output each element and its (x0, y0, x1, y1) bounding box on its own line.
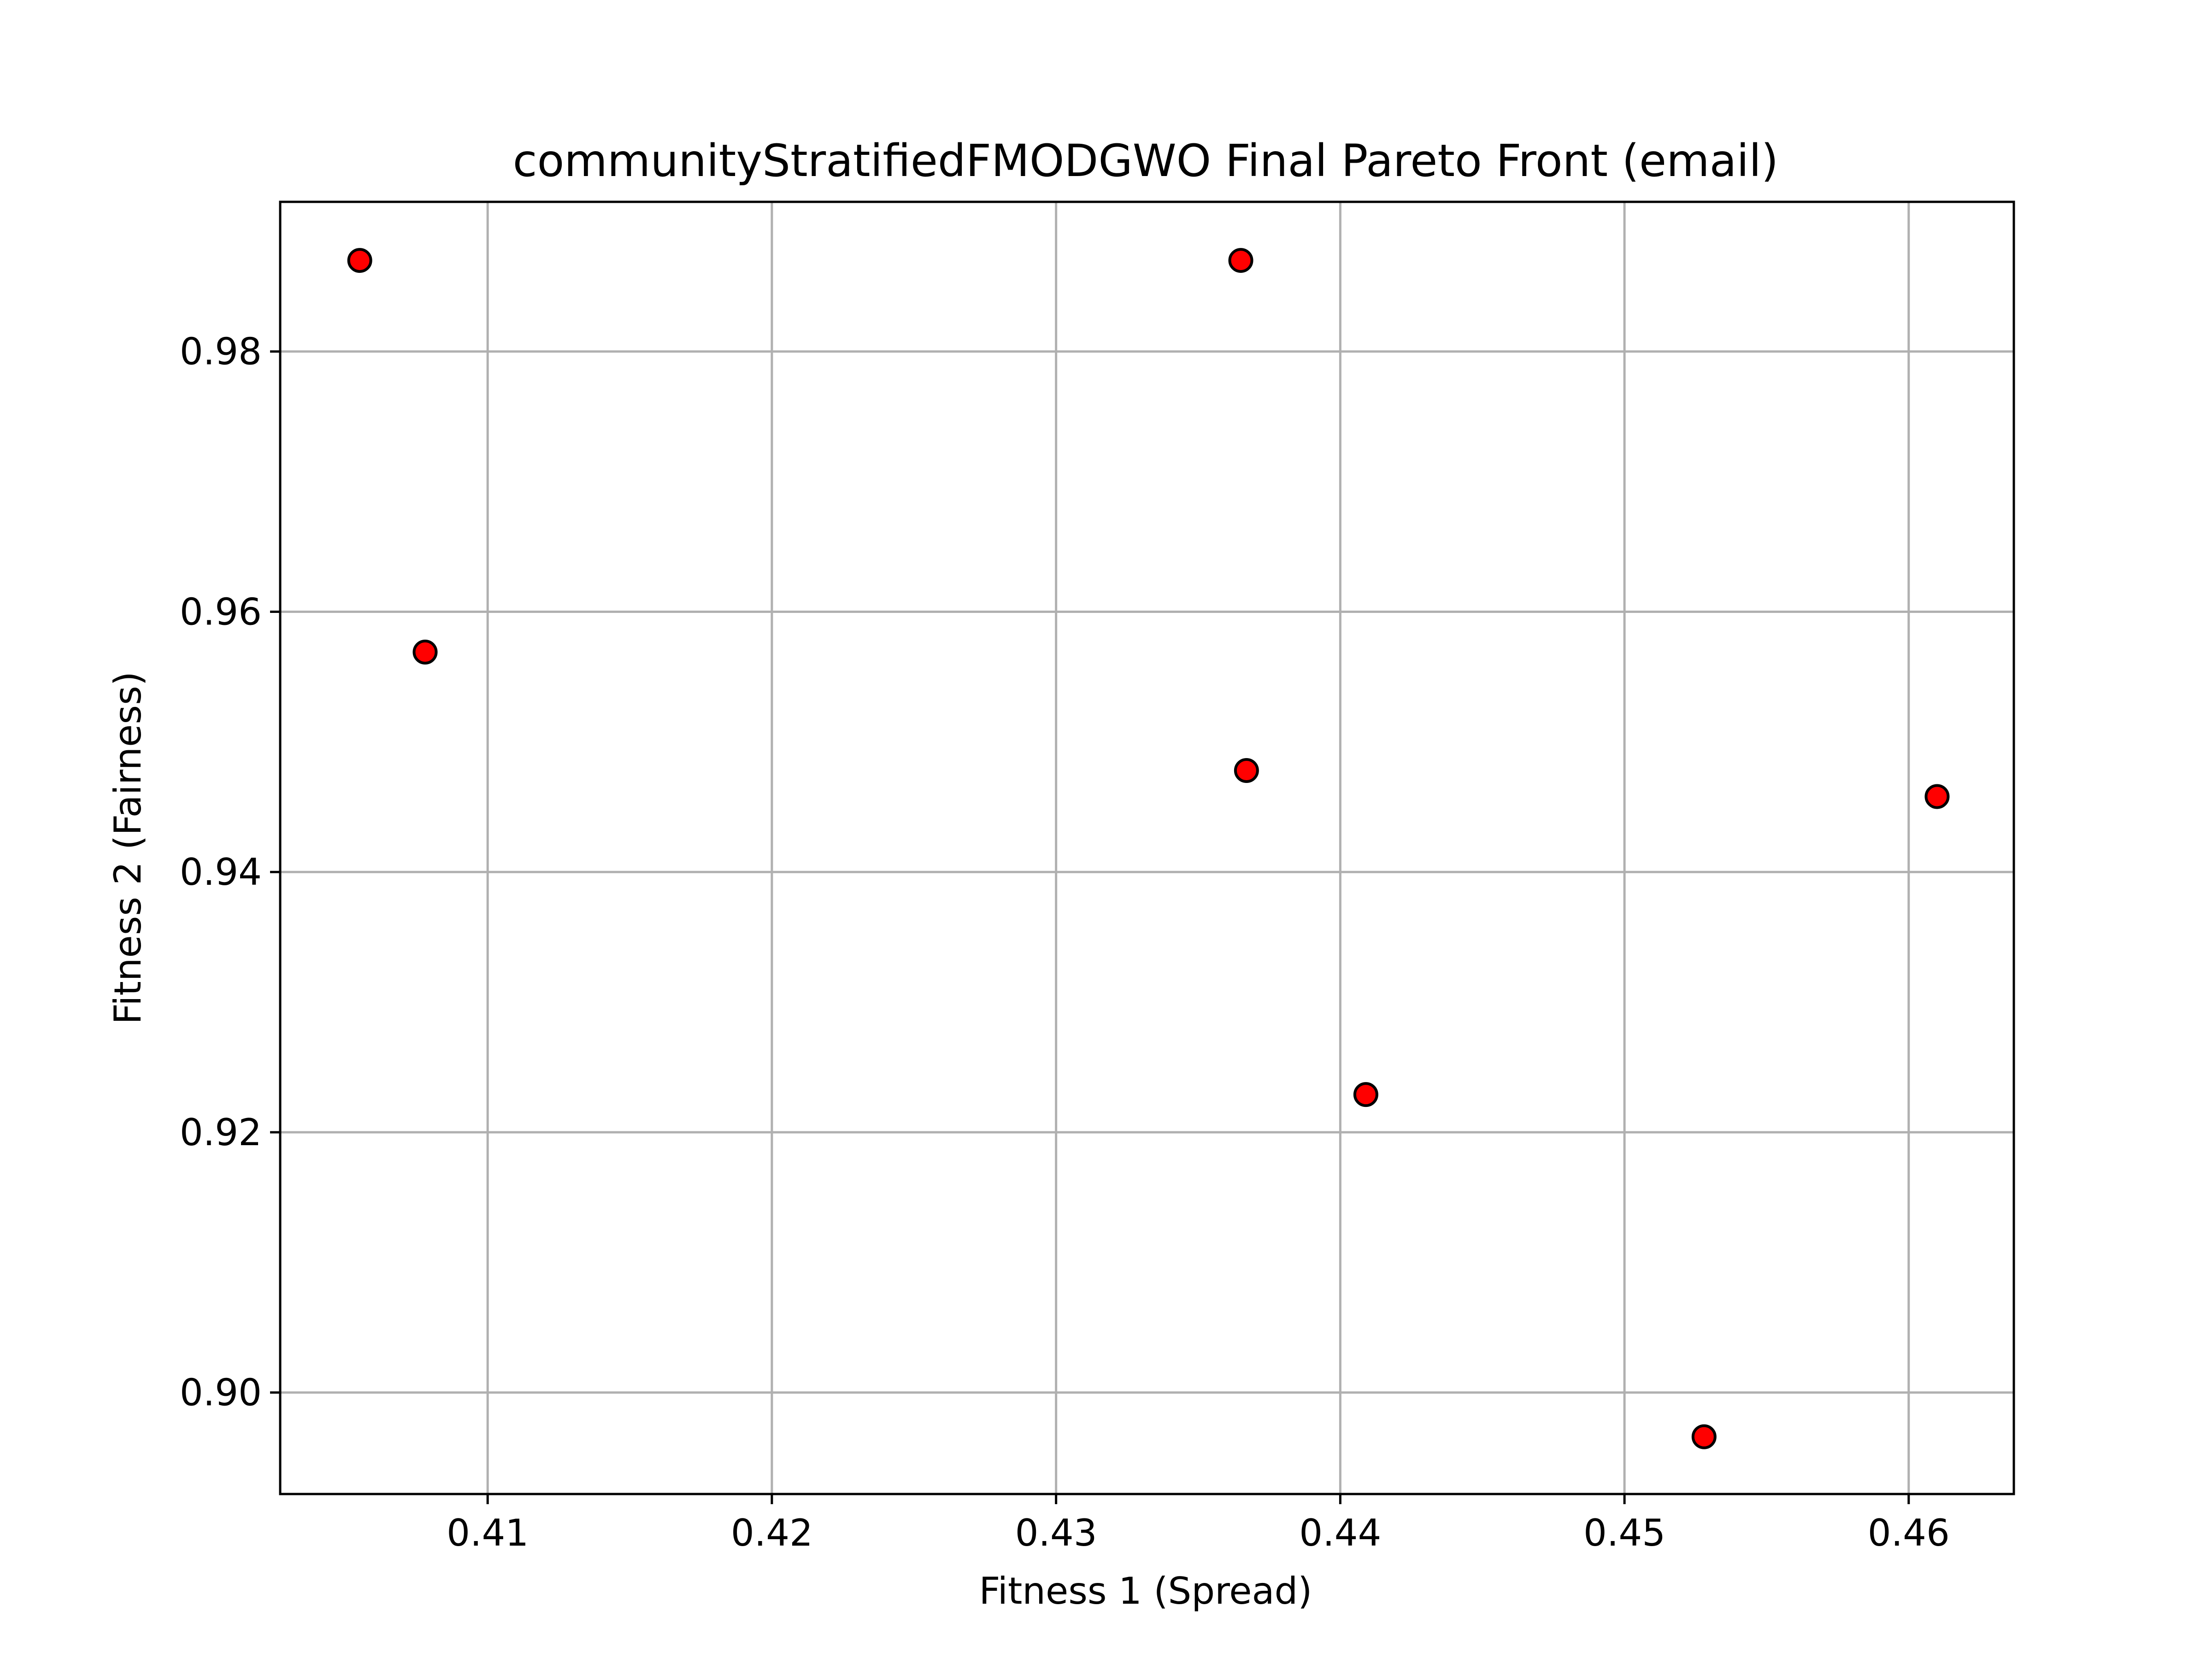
y-tick-label: 0.90 (180, 1371, 262, 1414)
x-tick-label: 0.41 (447, 1512, 529, 1554)
x-tick-label: 0.44 (1299, 1512, 1381, 1554)
x-axis-ticks: 0.41 0.42 0.43 0.44 0.45 0.46 (447, 1494, 1950, 1554)
y-axis-label: Fitness 2 (Fairness) (106, 671, 149, 1024)
data-point (1353, 1082, 1378, 1107)
y-tick-label: 0.92 (180, 1111, 262, 1154)
y-tick-label: 0.98 (180, 330, 262, 373)
data-point (412, 640, 438, 665)
x-tick-label: 0.45 (1583, 1512, 1665, 1554)
y-tick-label: 0.94 (180, 851, 262, 894)
y-axis-ticks: 0.90 0.92 0.94 0.96 0.98 (180, 330, 280, 1414)
data-point (347, 248, 372, 273)
x-axis-label: Fitness 1 (Spread) (979, 1570, 1312, 1612)
plot-frame (279, 200, 2015, 1495)
x-tick-label: 0.46 (1868, 1512, 1950, 1554)
x-tick-label: 0.42 (731, 1512, 813, 1554)
data-points (347, 248, 1950, 1449)
data-point (1691, 1424, 1717, 1449)
data-point (1234, 758, 1259, 783)
data-point (1228, 248, 1253, 273)
y-tick-label: 0.96 (180, 590, 262, 633)
data-point (1924, 784, 1950, 809)
x-tick-label: 0.43 (1015, 1512, 1097, 1554)
grid (280, 202, 2014, 1494)
chart-title: communityStratifiedFMODGWO Final Pareto … (513, 135, 1778, 187)
